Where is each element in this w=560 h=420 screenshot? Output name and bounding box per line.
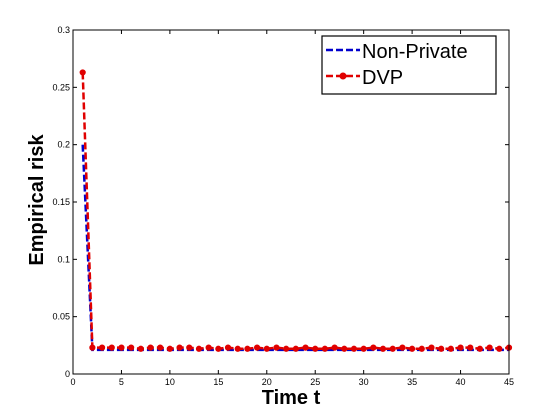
- data-point-dvp: [438, 345, 445, 352]
- data-point-dvp: [389, 345, 396, 352]
- x-tick-label: 35: [407, 377, 417, 387]
- legend-box: [321, 35, 497, 95]
- x-axis-title: Time t: [262, 387, 321, 409]
- data-point-dvp: [118, 344, 125, 351]
- data-point-dvp: [312, 345, 319, 352]
- data-point-dvp: [244, 345, 251, 352]
- data-point-dvp: [166, 345, 173, 352]
- data-point-dvp: [457, 344, 464, 351]
- y-tick-label: 0.1: [57, 254, 70, 264]
- y-tick-label: 0.05: [52, 312, 70, 322]
- x-tick-label: 30: [359, 377, 369, 387]
- data-point-dvp: [98, 344, 106, 351]
- legend-label-dvp: DVP: [362, 67, 403, 89]
- data-point-dvp: [176, 344, 183, 351]
- data-point-dvp: [273, 344, 280, 351]
- ticks-layer: 0 5 10 15 20 25 30 35 40 45 0 0.05 0.1 0.15 0.2 0.25 0.3: [52, 25, 514, 387]
- data-point-dvp: [137, 345, 144, 352]
- data-point-dvp: [195, 345, 203, 352]
- data-point-dvp: [496, 345, 503, 352]
- data-point-dvp: [360, 345, 367, 352]
- x-tick-label: 15: [213, 377, 223, 387]
- data-point-dvp: [79, 69, 86, 76]
- data-point-dvp: [108, 344, 115, 351]
- data-point-dvp: [399, 344, 406, 351]
- data-point-dvp: [224, 344, 232, 351]
- data-point-dvp: [321, 345, 329, 352]
- y-tick-label: 0.25: [52, 82, 70, 92]
- x-tick-label: 0: [70, 377, 75, 387]
- y-tick-label: 0.15: [52, 197, 70, 207]
- x-tick-label: 25: [310, 377, 320, 387]
- legend: Non-Private DVP: [321, 35, 497, 95]
- data-point-dvp: [331, 344, 338, 351]
- data-point-dvp: [409, 345, 416, 352]
- data-point-dvp: [234, 345, 241, 352]
- data-point-dvp: [186, 344, 193, 351]
- data-point-dvp: [128, 344, 135, 351]
- data-point-dvp: [205, 344, 212, 351]
- data-point-dvp: [476, 345, 484, 352]
- data-point-dvp: [157, 344, 164, 351]
- data-point-dvp: [428, 344, 435, 351]
- series-layer: [79, 69, 513, 352]
- data-point-dvp: [379, 345, 387, 352]
- x-tick-label: 5: [119, 377, 124, 387]
- y-tick-label: 0: [65, 369, 70, 379]
- y-tick-label: 0.3: [57, 25, 70, 35]
- data-point-dvp: [292, 345, 299, 352]
- x-tick-label: 45: [504, 377, 514, 387]
- data-point-dvp: [147, 344, 154, 351]
- data-point-dvp: [350, 345, 358, 352]
- data-point-dvp: [418, 345, 425, 352]
- data-point-dvp: [486, 344, 493, 351]
- data-point-dvp: [283, 345, 290, 352]
- data-point-dvp: [341, 345, 348, 352]
- data-point-dvp: [370, 344, 377, 351]
- data-point-dvp: [302, 344, 309, 351]
- data-point-dvp: [89, 344, 96, 351]
- series-line-dvp: [81, 72, 510, 351]
- legend-marker-dvp: [339, 72, 347, 80]
- x-tick-label: 20: [262, 377, 272, 387]
- data-point-dvp: [467, 344, 474, 351]
- data-point-dvp: [263, 345, 270, 352]
- series-line-non-private: [81, 144, 509, 352]
- y-axis-title: Empirical risk: [26, 134, 48, 266]
- data-point-dvp: [215, 345, 222, 352]
- data-point-dvp: [253, 344, 261, 351]
- x-tick-label: 10: [165, 377, 175, 387]
- legend-label-non-private: Non-Private: [362, 41, 468, 63]
- y-tick-label: 0.2: [57, 140, 70, 150]
- x-tick-label: 40: [456, 377, 466, 387]
- data-point-dvp: [447, 345, 454, 352]
